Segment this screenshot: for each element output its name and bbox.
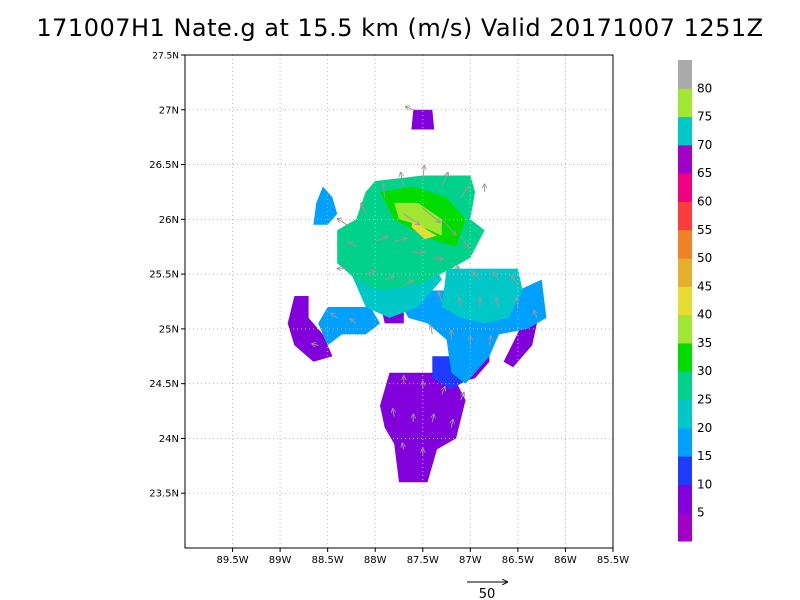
wind-vector-20 (403, 280, 413, 286)
speed-region-9 (313, 186, 338, 225)
colorbar-swatch-10 (678, 229, 692, 259)
colorbar-swatch-16 (678, 60, 692, 89)
colorbar-label-13: 70 (697, 138, 712, 152)
y-tick-label-2: 24.5N (149, 379, 179, 390)
chart-title: 171007H1 Nate.g at 15.5 km (m/s) Valid 2… (36, 14, 764, 42)
colorbar-swatch-11 (678, 201, 692, 231)
wind-vector-25 (459, 298, 461, 308)
colorbar-label-1: 10 (697, 477, 712, 491)
wind-vector-36 (489, 336, 491, 346)
wind-vector-23 (512, 276, 519, 286)
y-tick-label-7: 27N (159, 105, 179, 116)
wind-vector-40 (461, 392, 464, 401)
colorbar-swatch-13 (678, 144, 692, 174)
wind-vector-11 (349, 242, 357, 248)
x-tick-label-3: 88W (364, 555, 387, 566)
colorbar-swatch-5 (678, 371, 692, 401)
y-tick-label-6: 26.5N (149, 160, 179, 171)
wind-vector-43 (432, 414, 434, 423)
colorbar-swatch-8 (678, 286, 692, 316)
y-tick-label-1: 24N (159, 434, 179, 445)
speed-region-2 (287, 296, 333, 362)
wind-vector-4 (423, 166, 425, 182)
wind-vector-2 (383, 184, 385, 198)
x-tick-label-0: 89.5W (216, 555, 248, 566)
wind-vector-19 (384, 277, 394, 280)
wind-vector-32 (312, 344, 319, 346)
colorbar-swatch-15 (678, 88, 692, 118)
colorbar-label-10: 55 (697, 223, 712, 237)
wind-vector-27 (496, 298, 499, 308)
colorbar-label-15: 80 (697, 81, 712, 95)
wind-vector-7 (403, 213, 419, 225)
colorbar-swatch-3 (678, 427, 692, 457)
wind-vector-18 (365, 271, 375, 274)
x-tick-label-6: 86.5W (502, 555, 534, 566)
colorbar-label-9: 50 (697, 251, 712, 265)
speed-region-4 (503, 323, 537, 368)
wind-vector-1 (361, 203, 367, 215)
y-tick-label-5: 26N (159, 215, 179, 226)
wind-vector-30 (331, 313, 338, 319)
colorbar-label-6: 35 (697, 336, 712, 350)
x-tick-label-2: 88.5W (312, 555, 344, 566)
wind-vector-0 (337, 219, 347, 226)
wind-vector-16 (451, 262, 459, 268)
colorbar-label-7: 40 (697, 308, 712, 322)
reference-vector-label: 50 (479, 587, 496, 600)
colorbar-swatch-1 (678, 484, 692, 514)
wind-vector-3 (401, 173, 405, 187)
colorbar-label-12: 65 (697, 166, 712, 180)
colorbar-label-0: 5 (697, 506, 705, 520)
colorbar-label-11: 60 (697, 194, 712, 208)
colorbar-swatch-12 (678, 173, 692, 202)
wind-vector-24 (439, 292, 442, 302)
speed-region-10 (441, 268, 523, 324)
x-tick-label-1: 89W (269, 555, 292, 566)
wind-vector-12 (375, 237, 387, 242)
wind-vector-10 (460, 235, 469, 248)
wind-vector-28 (516, 298, 518, 308)
wind-vector-5 (441, 173, 448, 187)
wind-vector-6 (460, 187, 469, 198)
colorbar-label-2: 15 (697, 449, 712, 463)
colorbar-swatch-7 (678, 314, 692, 344)
x-tick-label-4: 87.5W (407, 555, 439, 566)
plot-frame (184, 54, 614, 549)
y-tick-label-4: 25.5N (149, 270, 179, 281)
wind-vector-31 (350, 319, 357, 324)
wind-vector-41 (393, 409, 395, 417)
wind-vector-22 (493, 272, 500, 280)
colorbar-label-3: 20 (697, 421, 712, 435)
wind-vector-13 (394, 238, 406, 242)
y-tick-label-0: 23.5N (149, 489, 179, 500)
y-tick-label-8: 27.5N (152, 52, 179, 62)
wind-vector-9 (441, 218, 456, 234)
wind-vector-15 (432, 258, 443, 260)
x-tick-label-5: 87W (459, 555, 482, 566)
colorbar-swatch-4 (678, 399, 692, 429)
colorbar-swatch-2 (678, 456, 692, 485)
colorbar-swatch-6 (678, 342, 692, 372)
wind-vector-44 (451, 420, 453, 428)
wind-vector-33 (431, 325, 433, 335)
colorbar-label-4: 25 (697, 393, 712, 407)
wind-vector-45 (402, 443, 404, 450)
wind-vector-39 (442, 387, 445, 395)
wind-vector-8 (422, 207, 440, 222)
wind-vector-21 (472, 272, 481, 280)
wind-vector-47 (406, 107, 414, 110)
wind-vector-29 (534, 310, 537, 319)
y-tick-label-3: 25N (159, 324, 179, 335)
colorbar-swatch-14 (678, 116, 692, 146)
colorbar-label-5: 30 (697, 364, 712, 378)
colorbar-label-8: 45 (697, 279, 712, 293)
x-tick-label-7: 86W (554, 555, 577, 566)
colorbar-label-14: 75 (697, 110, 712, 124)
x-tick-label-8: 85.5W (597, 555, 629, 566)
colorbar-swatch-0 (678, 512, 692, 542)
colorbar-swatch-9 (678, 258, 692, 287)
